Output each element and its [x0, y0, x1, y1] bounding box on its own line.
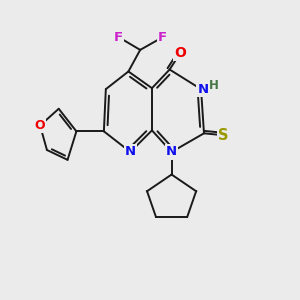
- Text: F: F: [114, 31, 123, 44]
- Text: O: O: [35, 119, 45, 132]
- Text: N: N: [166, 146, 177, 158]
- Text: F: F: [158, 31, 167, 44]
- Text: O: O: [175, 46, 186, 60]
- Text: H: H: [209, 79, 219, 92]
- Text: N: N: [197, 82, 208, 96]
- Text: S: S: [218, 128, 229, 143]
- Text: N: N: [125, 146, 136, 158]
